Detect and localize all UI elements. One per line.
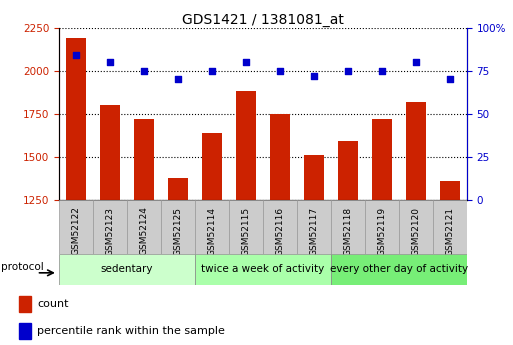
Text: GSM52119: GSM52119 [378, 207, 386, 256]
Text: protocol: protocol [1, 262, 44, 272]
Point [106, 59, 114, 65]
Text: GSM52114: GSM52114 [207, 207, 216, 256]
Text: GSM52115: GSM52115 [242, 207, 250, 256]
Text: GSM52121: GSM52121 [445, 207, 455, 256]
Bar [195, 254, 331, 285]
Bar [297, 200, 331, 254]
Point [72, 52, 80, 58]
Bar [229, 200, 263, 254]
Point [412, 59, 420, 65]
Point [140, 68, 148, 73]
Bar [168, 178, 188, 200]
Text: sedentary: sedentary [101, 264, 153, 274]
Text: every other day of activity: every other day of activity [330, 264, 468, 274]
Bar [59, 200, 93, 254]
Bar [202, 133, 222, 200]
Bar [270, 114, 290, 200]
Bar [331, 254, 467, 285]
Point [378, 68, 386, 73]
Text: percentile rank within the sample: percentile rank within the sample [37, 326, 225, 336]
Bar [371, 119, 392, 200]
Point [344, 68, 352, 73]
Text: GSM52123: GSM52123 [106, 207, 114, 256]
Text: GSM52125: GSM52125 [173, 207, 183, 256]
Title: GDS1421 / 1381081_at: GDS1421 / 1381081_at [182, 12, 344, 27]
Text: GSM52124: GSM52124 [140, 207, 148, 255]
Bar [93, 200, 127, 254]
Bar [134, 119, 154, 200]
Text: twice a week of activity: twice a week of activity [201, 264, 325, 274]
Text: GSM52122: GSM52122 [71, 207, 81, 255]
Bar [433, 200, 467, 254]
Bar [338, 141, 358, 200]
Bar [406, 102, 426, 200]
Bar [304, 155, 324, 200]
Bar [440, 181, 460, 200]
Bar [365, 200, 399, 254]
Bar [66, 38, 86, 200]
Bar [59, 254, 195, 285]
Point [208, 68, 216, 73]
Bar [263, 200, 297, 254]
Bar [100, 105, 120, 200]
Bar [235, 91, 256, 200]
Bar [127, 200, 161, 254]
Text: GSM52118: GSM52118 [343, 207, 352, 256]
Bar [399, 200, 433, 254]
Point [242, 59, 250, 65]
Point [276, 68, 284, 73]
Point [310, 73, 318, 79]
Bar [331, 200, 365, 254]
Text: GSM52117: GSM52117 [309, 207, 319, 256]
Text: GSM52120: GSM52120 [411, 207, 420, 256]
Bar [161, 200, 195, 254]
Bar [19, 296, 31, 312]
Text: GSM52116: GSM52116 [275, 207, 284, 256]
Text: count: count [37, 299, 69, 309]
Bar [195, 200, 229, 254]
Point [174, 77, 182, 82]
Bar [19, 323, 31, 339]
Point [446, 77, 454, 82]
